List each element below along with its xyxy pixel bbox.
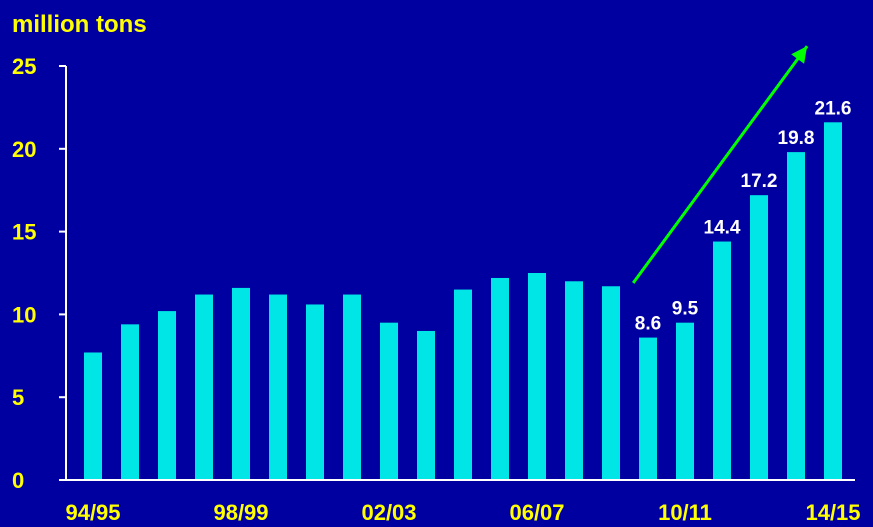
x-tick-label: 94/95 bbox=[65, 500, 120, 525]
data-label: 21.6 bbox=[815, 98, 852, 119]
y-tick-label: 20 bbox=[12, 137, 36, 162]
trend-arrow bbox=[631, 45, 809, 284]
data-label: 9.5 bbox=[672, 299, 699, 320]
bar-04-05 bbox=[454, 289, 472, 480]
bar-94-95 bbox=[84, 352, 102, 480]
bar-14-15 bbox=[824, 122, 842, 480]
bar-03-04 bbox=[417, 330, 435, 480]
bar-10-11 bbox=[676, 322, 694, 480]
bar-98-99 bbox=[232, 287, 250, 480]
bar-02-03 bbox=[380, 322, 398, 480]
y-tick-label: 0 bbox=[12, 468, 24, 493]
data-labels-group: 8.6 9.5 14.4 17.2 19.821.6 bbox=[635, 98, 852, 334]
bar-97-98 bbox=[195, 294, 213, 480]
y-tick-label: 25 bbox=[12, 54, 36, 79]
bar-09-10 bbox=[639, 337, 657, 480]
y-tick-label: 15 bbox=[12, 220, 36, 245]
bar-12-13 bbox=[750, 195, 768, 480]
y-tick-label: 10 bbox=[12, 302, 36, 327]
bar-11-12 bbox=[713, 241, 731, 480]
x-tick-label: 02/03 bbox=[361, 500, 416, 525]
data-label: 14.4 bbox=[704, 218, 741, 239]
bar-95-96 bbox=[121, 324, 139, 480]
data-label: 8.6 bbox=[635, 314, 661, 335]
bar-13-14 bbox=[787, 152, 805, 480]
data-label: 19.8 bbox=[778, 128, 815, 149]
x-ticks-group: 94/95 98/99 02/03 06/07 10/11 14/15 bbox=[65, 500, 860, 525]
bar-05-06 bbox=[491, 277, 509, 480]
bar-06-07 bbox=[528, 273, 546, 480]
bar-08-09 bbox=[602, 286, 620, 480]
x-tick-label: 06/07 bbox=[509, 500, 564, 525]
y-axis-label: million tons bbox=[12, 11, 147, 38]
bar-99-00 bbox=[269, 294, 287, 480]
y-ticks-group: 0 5 10 15 20 25 bbox=[12, 54, 66, 493]
data-label: 17.2 bbox=[741, 171, 778, 192]
trend-arrow-shaft bbox=[631, 45, 809, 284]
bar-01-02 bbox=[343, 294, 361, 480]
bars-group bbox=[84, 122, 842, 480]
bar-96-97 bbox=[158, 311, 176, 480]
bar-00-01 bbox=[306, 304, 324, 480]
x-tick-label: 98/99 bbox=[213, 500, 268, 525]
axes-group bbox=[65, 66, 855, 481]
y-tick-label: 5 bbox=[12, 385, 24, 410]
bar-07-08 bbox=[565, 281, 583, 480]
x-tick-label: 10/11 bbox=[658, 500, 712, 525]
trend-arrow-head bbox=[791, 46, 808, 64]
x-tick-label: 14/15 bbox=[805, 500, 860, 525]
